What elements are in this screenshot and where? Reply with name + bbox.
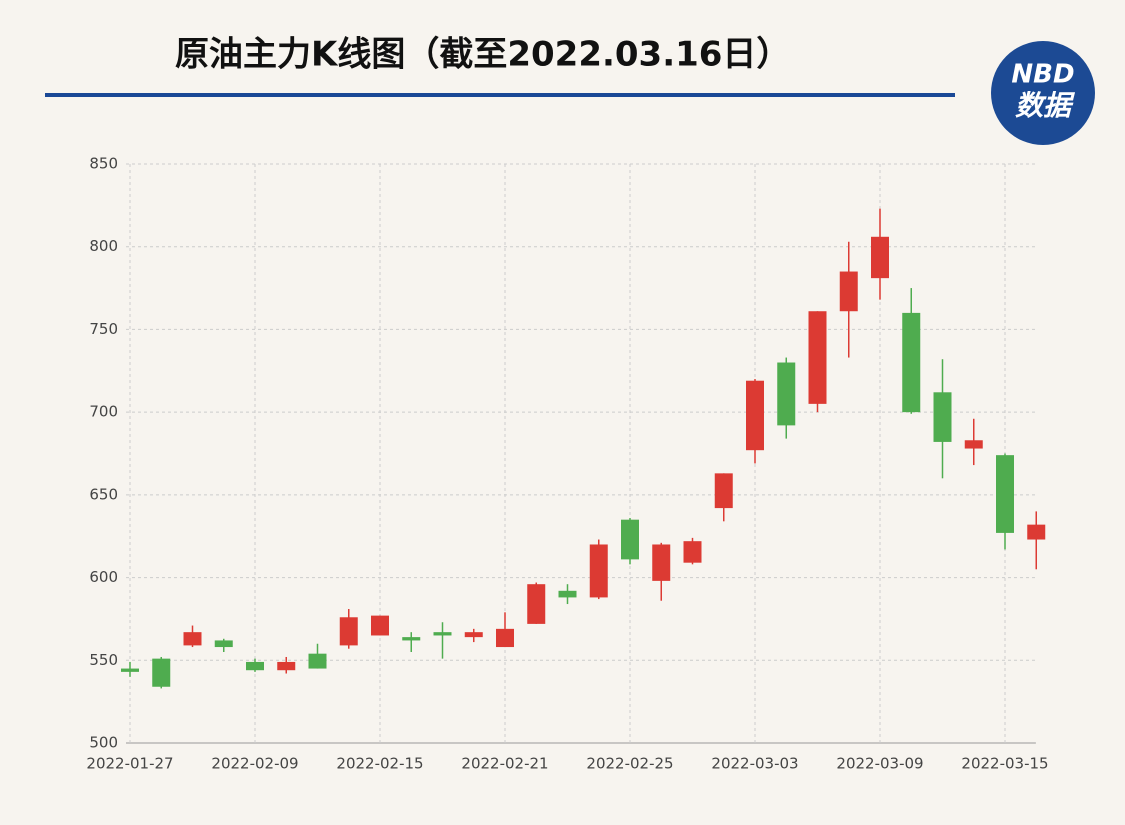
y-tick-label: 800 [89, 237, 118, 255]
candle-body [964, 440, 983, 449]
x-tick-label: 2022-02-09 [211, 755, 298, 773]
candle-body [1027, 524, 1046, 540]
candle-body [214, 640, 233, 648]
candle-body [839, 271, 858, 312]
x-tick-label: 2022-02-21 [461, 755, 548, 773]
x-tick-label: 2022-03-15 [961, 755, 1048, 773]
candle-body [714, 473, 733, 509]
y-tick-label: 850 [89, 155, 118, 173]
candle-body [308, 653, 327, 669]
y-tick-label: 500 [89, 734, 118, 752]
candle-body [777, 362, 796, 426]
candle-body [652, 544, 671, 581]
candle-body [246, 661, 264, 671]
x-tick-label: 2022-02-15 [336, 755, 423, 773]
logo-text: NBD [1011, 60, 1074, 90]
y-tick-label: 550 [89, 651, 118, 669]
logo-circle [991, 41, 1095, 145]
candle-body [933, 392, 952, 442]
candle-body [339, 617, 358, 646]
candle-body [746, 380, 764, 451]
candle-body [121, 668, 139, 672]
x-tick-label: 2022-03-03 [711, 755, 798, 773]
candle-body [433, 632, 452, 636]
candle-body [402, 637, 421, 641]
x-tick-label: 2022-01-27 [86, 755, 173, 773]
candle-body [496, 628, 514, 648]
candle-body [527, 584, 546, 624]
candle-body [996, 455, 1014, 533]
y-tick-label: 750 [89, 320, 118, 338]
candle-body [464, 632, 483, 638]
candle-body [621, 519, 639, 560]
logo-text: 数据 [1015, 89, 1076, 122]
candle-body [277, 661, 296, 671]
candle-body [808, 311, 827, 404]
candle-body [871, 236, 889, 279]
y-tick-label: 700 [89, 403, 118, 421]
y-tick-label: 650 [89, 485, 118, 503]
title-rule [45, 93, 955, 97]
y-tick-label: 600 [89, 568, 118, 586]
candle-body [683, 541, 702, 563]
candle-body [558, 590, 577, 598]
chart-title: 原油主力K线图（截至2022.03.16日） [175, 35, 790, 75]
x-tick-label: 2022-03-09 [836, 755, 923, 773]
candle-body [371, 615, 389, 636]
candle-body [183, 632, 202, 646]
candle-body [902, 312, 921, 413]
candle-body [589, 544, 608, 598]
candle-body [152, 658, 171, 687]
x-tick-label: 2022-02-25 [586, 755, 673, 773]
